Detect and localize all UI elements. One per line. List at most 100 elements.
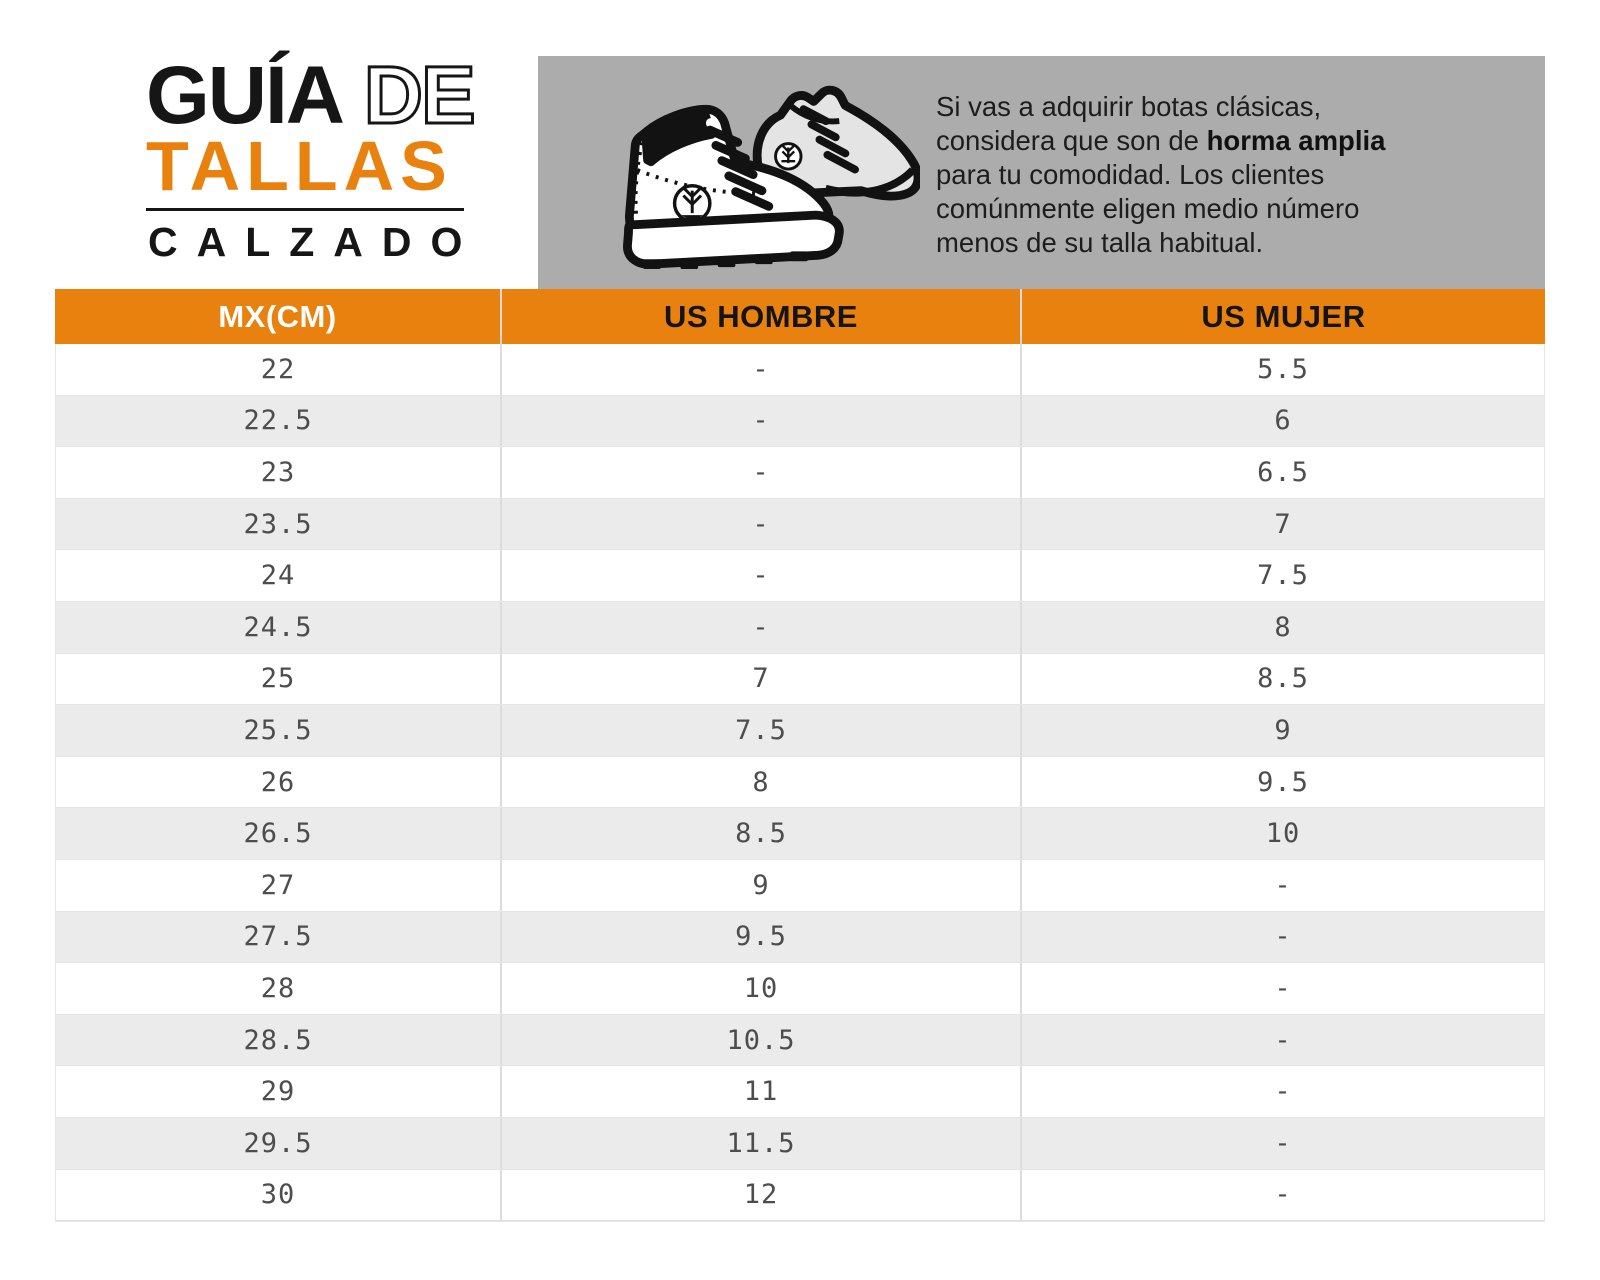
cell-mx-cm: 29 xyxy=(56,1066,502,1117)
front-boot-laces xyxy=(705,125,774,211)
column-header-us-mujer: US MUJER xyxy=(1201,298,1366,334)
size-table-header: MX(CM) US HOMBRE US MUJER xyxy=(55,289,1545,344)
table-row: 25 7 8.5 xyxy=(56,653,1544,706)
size-table: MX(CM) US HOMBRE US MUJER 22-5.5 22.5-6 23… xyxy=(55,289,1545,1223)
eyelet-icon xyxy=(705,118,716,128)
logo-title-solid: GUÍA xyxy=(146,50,345,141)
cell-us-mujer: 9 xyxy=(1274,714,1292,746)
cell-us-hombre: 9 xyxy=(502,859,1022,911)
tree-logo-icon xyxy=(672,184,712,223)
table-row: 22- 5.5 xyxy=(56,344,1544,396)
cell-us-mujer: 6 xyxy=(1274,405,1292,437)
table-row: 29.5 11.5 - xyxy=(56,1117,1544,1170)
info-banner: Si vas a adquirir botas clásicas, consid… xyxy=(538,56,1545,289)
table-row: 28 10 - xyxy=(56,963,1544,1015)
cell-mx-cm: 28 xyxy=(56,963,502,1014)
logo-divider xyxy=(146,208,464,211)
cell-mx-cm: 24 xyxy=(56,550,502,601)
banner-line2-bold: horma amplia xyxy=(1206,125,1386,156)
cell-us-hombre: 10.5 xyxy=(502,1014,1022,1066)
table-row: 26.5 8.5 10 xyxy=(56,808,1544,860)
cell-mx-cm: 25.5 xyxy=(56,705,502,756)
cell-us-hombre: 11 xyxy=(502,1066,1022,1117)
tree-logo-icon xyxy=(774,142,803,171)
table-row: 27.5 9.5 - xyxy=(56,911,1544,964)
cell-us-mujer: - xyxy=(1274,1127,1292,1159)
cell-us-hombre: - xyxy=(502,498,1022,550)
cell-mx-cm: 24.5 xyxy=(56,601,502,653)
table-row: 28.5 10.5 - xyxy=(56,1014,1544,1067)
cell-us-hombre: 7 xyxy=(502,653,1022,705)
cell-us-hombre: 7.5 xyxy=(502,705,1022,756)
cell-us-hombre: - xyxy=(502,344,1022,395)
front-boot-icon xyxy=(623,104,844,270)
cell-us-mujer: 7 xyxy=(1274,508,1292,540)
cell-us-mujer: 7.5 xyxy=(1257,560,1309,592)
cell-us-mujer: 10 xyxy=(1265,818,1301,850)
banner-line: considera que son de horma amplia xyxy=(936,124,1476,158)
column-header-us-hombre: US HOMBRE xyxy=(502,289,1022,344)
cell-us-hombre: - xyxy=(502,395,1022,447)
banner-line: menos de su talla habitual. xyxy=(936,227,1264,258)
cell-us-mujer: 8 xyxy=(1274,611,1292,643)
table-row: 23- 6.5 xyxy=(56,447,1544,499)
table-row: 30 12 - xyxy=(56,1169,1544,1222)
cell-mx-cm: 25 xyxy=(56,653,502,705)
cell-mx-cm: 29.5 xyxy=(56,1117,502,1169)
cell-mx-cm: 28.5 xyxy=(56,1014,502,1066)
cell-us-mujer: 8.5 xyxy=(1257,663,1309,695)
cell-us-mujer: - xyxy=(1274,1076,1292,1108)
cell-mx-cm: 27.5 xyxy=(56,911,502,963)
banner-line: Si vas a adquirir botas clásicas, xyxy=(936,91,1322,122)
cell-us-mujer: - xyxy=(1274,972,1292,1004)
sole-lugs xyxy=(643,251,808,270)
cell-mx-cm: 23.5 xyxy=(56,498,502,550)
cell-mx-cm: 26 xyxy=(56,756,502,808)
table-row: 26 8 9.5 xyxy=(56,756,1544,809)
back-boot-laces xyxy=(799,105,860,174)
size-table-body: 22-5.5 22.5-6 23-6.5 23.5-7 24-7.5 24.5-8 25 7 8… xyxy=(55,344,1545,1223)
banner-line: comúnmente eligen medio número xyxy=(936,193,1360,224)
column-header-mx-cm: MX(CM) xyxy=(55,289,502,344)
size-guide-logo: GUÍA DE TALLAS CALZADO xyxy=(146,0,477,288)
boots-icon xyxy=(623,85,920,270)
cell-us-mujer: 9.5 xyxy=(1257,766,1309,798)
cell-us-hombre: 8.5 xyxy=(502,808,1022,859)
logo-subtitle: CALZADO xyxy=(148,219,482,265)
table-row: 22.5- 6 xyxy=(56,395,1544,448)
cell-mx-cm: 22.5 xyxy=(56,395,502,447)
cell-us-hombre: 12 xyxy=(502,1169,1022,1221)
logo-title-outline: DE xyxy=(362,50,477,141)
table-row: 24- 7.5 xyxy=(56,550,1544,602)
cell-us-mujer: 6.5 xyxy=(1257,456,1309,488)
cell-mx-cm: 30 xyxy=(56,1169,502,1221)
table-row: 23.5- 7 xyxy=(56,498,1544,551)
logo-title: GUÍA DE xyxy=(146,53,477,138)
cell-us-mujer: - xyxy=(1274,1179,1292,1211)
cell-us-hombre: 10 xyxy=(502,963,1022,1014)
cell-us-mujer: - xyxy=(1274,869,1292,901)
cell-us-mujer: - xyxy=(1274,921,1292,953)
cell-us-mujer: - xyxy=(1274,1024,1292,1056)
table-row: 29 11 - xyxy=(56,1066,1544,1118)
banner-text: Si vas a adquirir botas clásicas, consid… xyxy=(936,90,1476,260)
table-row: 27 9 - xyxy=(56,859,1544,912)
table-row: 24.5- 8 xyxy=(56,601,1544,654)
cell-mx-cm: 27 xyxy=(56,859,502,911)
cell-us-hombre: 9.5 xyxy=(502,911,1022,963)
logo-title-accent: TALLAS xyxy=(146,127,453,205)
table-row: 25.5 7.5 9 xyxy=(56,705,1544,757)
cell-us-mujer: 5.5 xyxy=(1257,353,1309,385)
cell-us-hombre: 8 xyxy=(502,756,1022,808)
cell-us-hombre: - xyxy=(502,447,1022,498)
banner-line: para tu comodidad. Los clientes xyxy=(936,159,1325,190)
cell-us-hombre: - xyxy=(502,550,1022,601)
banner-line2-normal: considera que son de xyxy=(936,125,1207,156)
cell-mx-cm: 26.5 xyxy=(56,808,502,859)
cell-us-hombre: 11.5 xyxy=(502,1117,1022,1169)
cell-us-hombre: - xyxy=(502,601,1022,653)
cell-mx-cm: 22 xyxy=(56,344,502,395)
back-boot-icon xyxy=(752,85,920,201)
cell-mx-cm: 23 xyxy=(56,447,502,498)
